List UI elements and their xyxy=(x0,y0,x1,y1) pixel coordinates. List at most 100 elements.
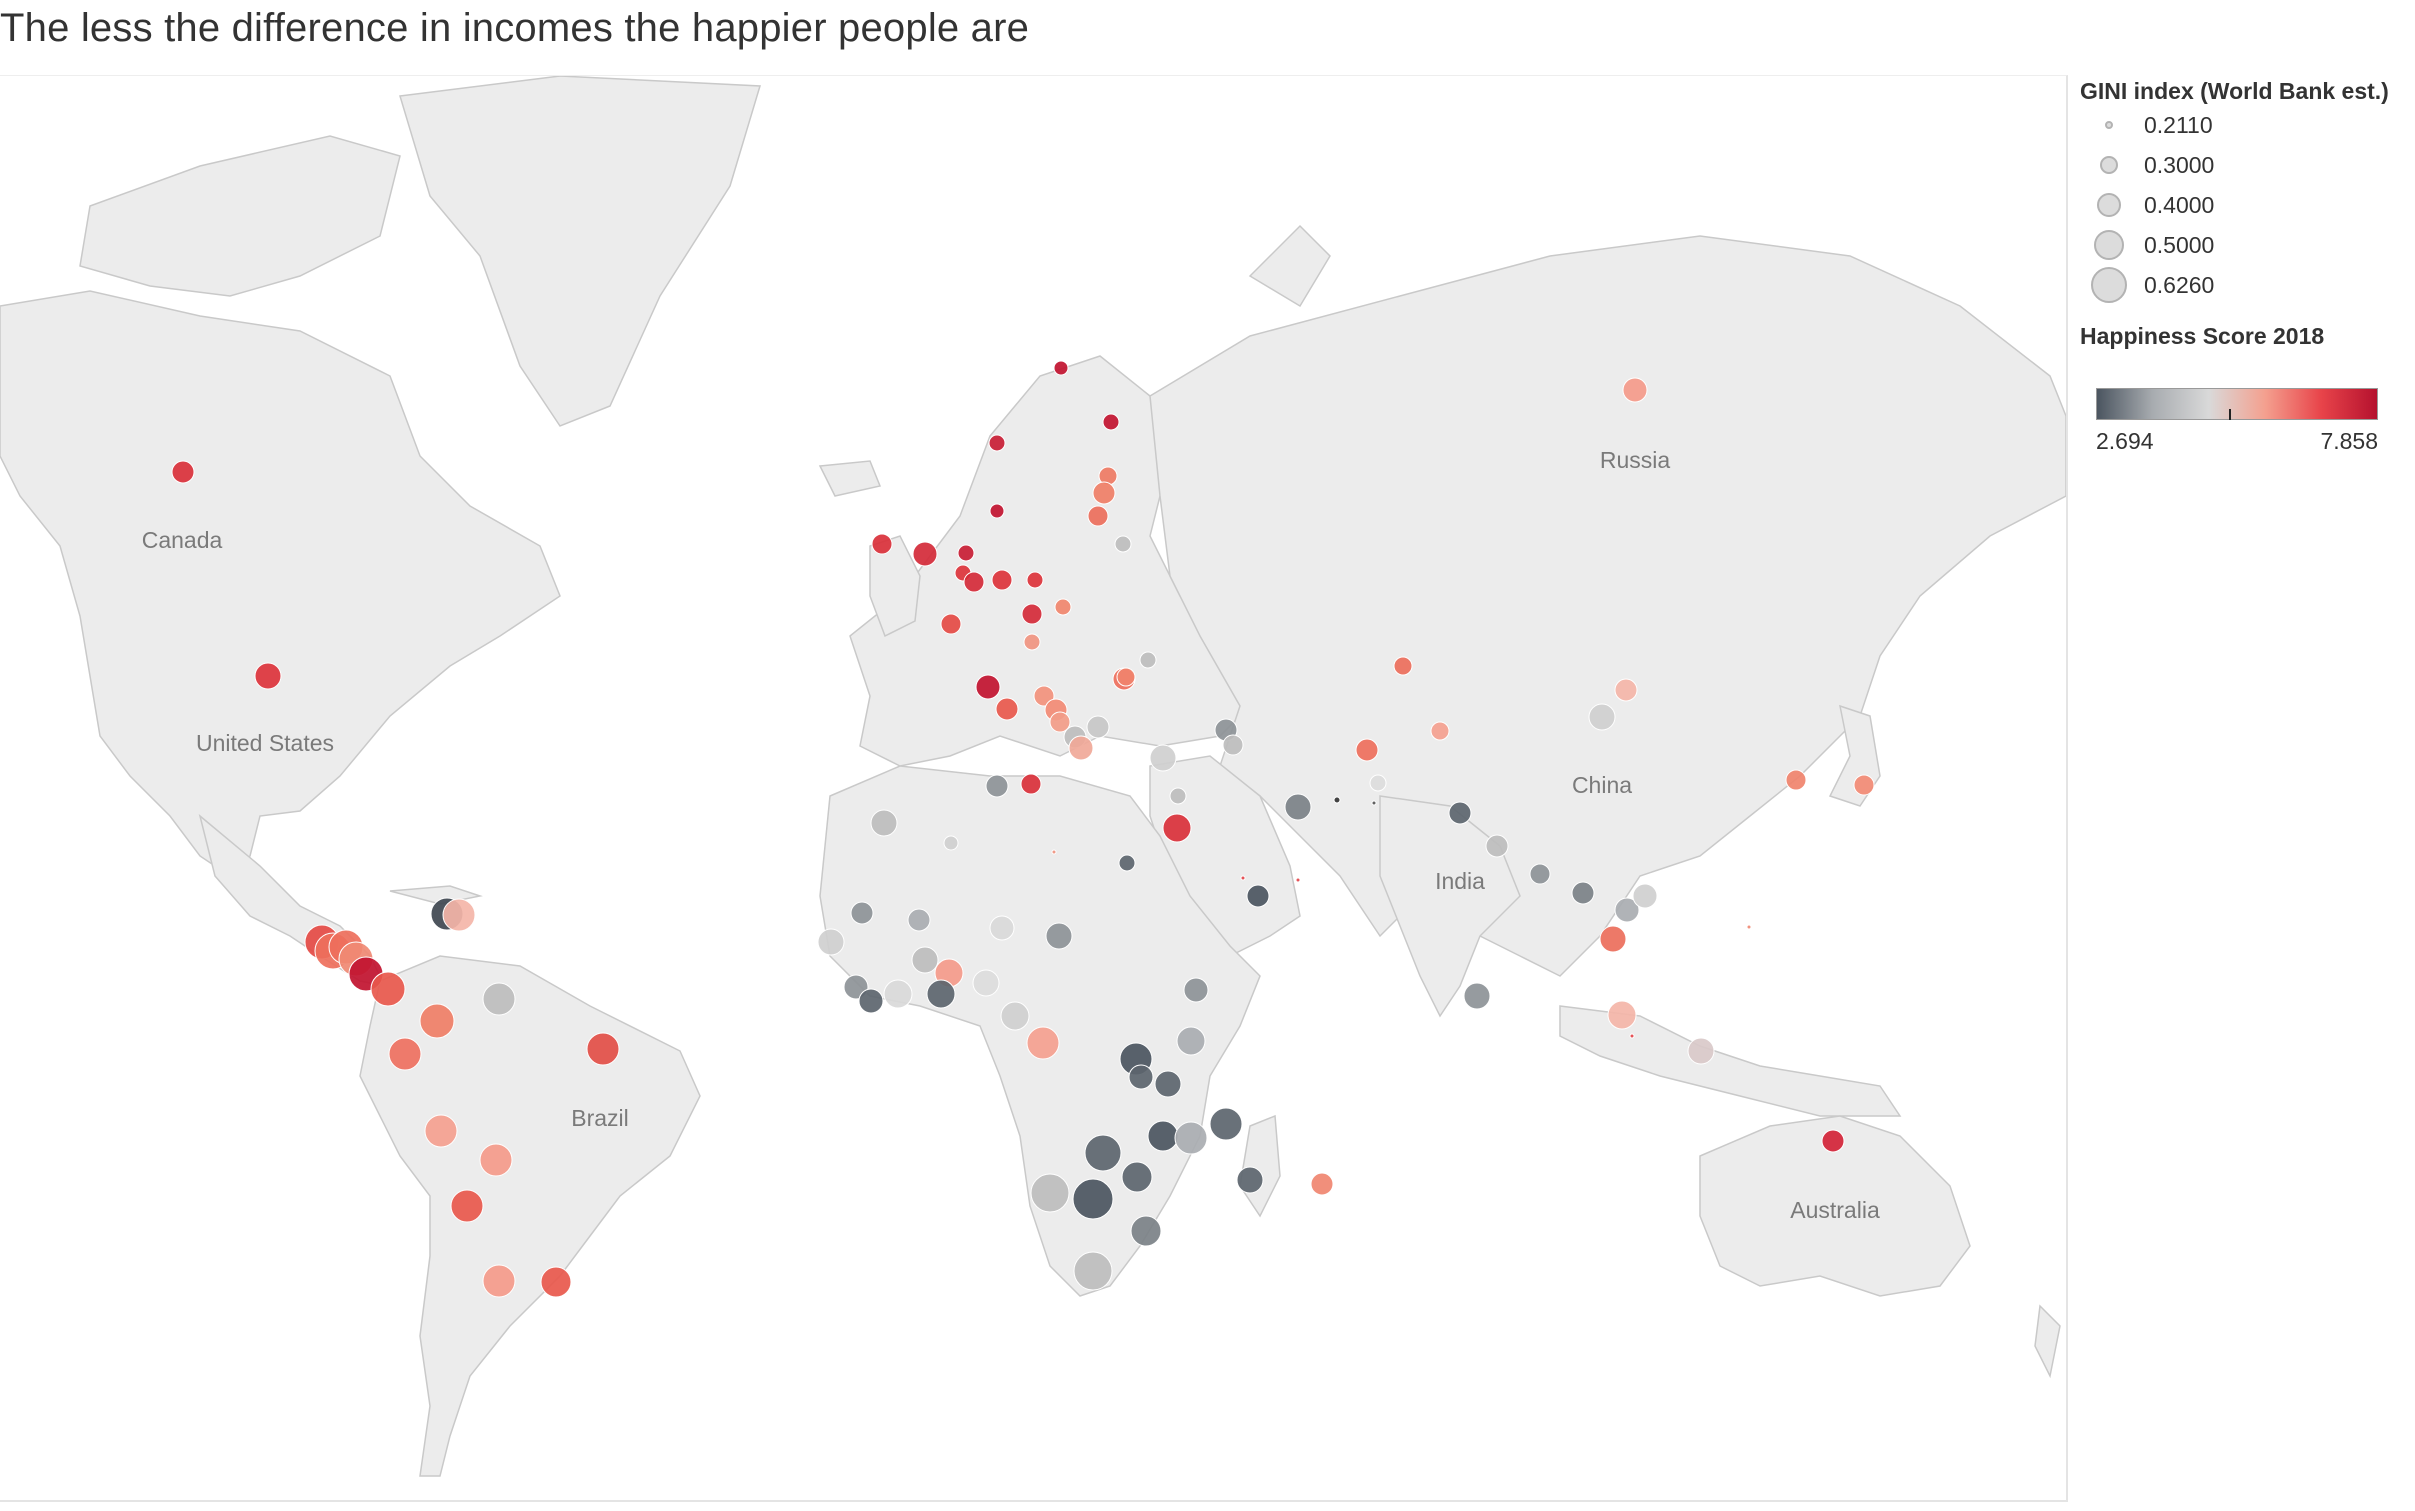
country-marker[interactable] xyxy=(1240,875,1246,881)
country-marker[interactable] xyxy=(871,533,893,555)
country-marker[interactable] xyxy=(1310,1172,1334,1196)
country-marker[interactable] xyxy=(1687,1037,1715,1065)
country-marker[interactable] xyxy=(1128,1064,1154,1090)
country-marker[interactable] xyxy=(1448,801,1472,825)
country-marker[interactable] xyxy=(1021,603,1043,625)
country-marker[interactable] xyxy=(419,1003,455,1039)
country-marker[interactable] xyxy=(1087,505,1109,527)
country-marker[interactable] xyxy=(1571,881,1595,905)
country-marker[interactable] xyxy=(479,1143,513,1177)
country-marker[interactable] xyxy=(1092,481,1116,505)
country-marker[interactable] xyxy=(1176,1026,1206,1056)
country-marker[interactable] xyxy=(1393,656,1413,676)
country-marker[interactable] xyxy=(1183,977,1209,1003)
country-marker[interactable] xyxy=(1068,735,1094,761)
country-marker[interactable] xyxy=(1588,703,1616,731)
country-marker[interactable] xyxy=(1622,377,1648,403)
country-marker[interactable] xyxy=(870,809,898,837)
country-marker[interactable] xyxy=(1284,793,1312,821)
country-marker[interactable] xyxy=(963,571,985,593)
country-marker[interactable] xyxy=(1485,834,1509,858)
country-marker[interactable] xyxy=(1072,1178,1114,1220)
country-marker[interactable] xyxy=(989,915,1015,941)
country-marker[interactable] xyxy=(1821,1129,1845,1153)
country-marker[interactable] xyxy=(850,901,874,925)
country-marker[interactable] xyxy=(254,662,282,690)
country-marker[interactable] xyxy=(1162,813,1192,843)
country-marker[interactable] xyxy=(912,541,938,567)
country-marker[interactable] xyxy=(926,979,956,1009)
country-marker[interactable] xyxy=(1073,1251,1113,1291)
country-marker[interactable] xyxy=(1086,715,1110,739)
country-marker[interactable] xyxy=(1629,1033,1635,1039)
country-marker[interactable] xyxy=(972,969,1000,997)
country-marker[interactable] xyxy=(1174,1121,1208,1155)
country-marker[interactable] xyxy=(586,1032,620,1066)
country-marker[interactable] xyxy=(1084,1134,1122,1172)
country-marker[interactable] xyxy=(988,434,1006,452)
country-marker[interactable] xyxy=(1026,571,1044,589)
country-marker[interactable] xyxy=(1463,982,1491,1010)
country-marker[interactable] xyxy=(1154,1070,1182,1098)
country-marker[interactable] xyxy=(1614,678,1638,702)
country-marker[interactable] xyxy=(991,569,1013,591)
country-marker[interactable] xyxy=(1147,1120,1179,1152)
country-marker[interactable] xyxy=(943,835,959,851)
country-marker[interactable] xyxy=(171,460,195,484)
country-marker[interactable] xyxy=(1222,734,1244,756)
country-marker[interactable] xyxy=(975,674,1001,700)
country-marker[interactable] xyxy=(817,928,845,956)
country-marker[interactable] xyxy=(1118,854,1136,872)
country-marker[interactable] xyxy=(1000,1001,1030,1031)
country-marker[interactable] xyxy=(1209,1107,1243,1141)
country-marker[interactable] xyxy=(1026,1026,1060,1060)
country-marker[interactable] xyxy=(1333,796,1341,804)
country-marker[interactable] xyxy=(1053,360,1069,376)
country-marker[interactable] xyxy=(1149,744,1177,772)
country-marker[interactable] xyxy=(1355,738,1379,762)
country-marker[interactable] xyxy=(1529,863,1551,885)
country-marker[interactable] xyxy=(1051,849,1057,855)
country-marker[interactable] xyxy=(1030,1173,1070,1213)
country-marker[interactable] xyxy=(858,988,884,1014)
country-marker[interactable] xyxy=(482,982,516,1016)
country-marker[interactable] xyxy=(1020,773,1042,795)
country-marker[interactable] xyxy=(1632,883,1658,909)
country-marker[interactable] xyxy=(1371,800,1377,806)
country-marker[interactable] xyxy=(1130,1215,1162,1247)
country-marker[interactable] xyxy=(1139,651,1157,669)
country-marker[interactable] xyxy=(450,1189,484,1223)
country-marker[interactable] xyxy=(1599,925,1627,953)
country-marker[interactable] xyxy=(957,544,975,562)
country-marker[interactable] xyxy=(989,503,1005,519)
country-marker[interactable] xyxy=(1023,633,1041,651)
country-marker[interactable] xyxy=(540,1266,572,1298)
country-marker[interactable] xyxy=(995,697,1019,721)
world-map[interactable]: Canada United States Brazil Russia China Indi… xyxy=(0,75,2068,1502)
country-marker[interactable] xyxy=(482,1264,516,1298)
country-marker[interactable] xyxy=(1114,535,1132,553)
country-marker[interactable] xyxy=(1853,774,1875,796)
country-marker[interactable] xyxy=(424,1114,458,1148)
country-marker[interactable] xyxy=(1116,667,1136,687)
country-marker[interactable] xyxy=(1169,787,1187,805)
country-marker[interactable] xyxy=(370,971,406,1007)
country-marker[interactable] xyxy=(1369,774,1387,792)
country-marker[interactable] xyxy=(1246,884,1270,908)
country-marker[interactable] xyxy=(1236,1166,1264,1194)
country-marker[interactable] xyxy=(1049,711,1071,733)
country-marker[interactable] xyxy=(911,946,939,974)
country-marker[interactable] xyxy=(1295,877,1301,883)
country-marker[interactable] xyxy=(1746,924,1752,930)
country-marker[interactable] xyxy=(940,613,962,635)
country-marker[interactable] xyxy=(1607,1000,1637,1030)
country-marker[interactable] xyxy=(1054,598,1072,616)
country-marker[interactable] xyxy=(1102,413,1120,431)
country-marker[interactable] xyxy=(442,898,476,932)
country-marker[interactable] xyxy=(1430,721,1450,741)
country-marker[interactable] xyxy=(1785,769,1807,791)
country-marker[interactable] xyxy=(1121,1161,1153,1193)
country-marker[interactable] xyxy=(883,979,913,1009)
country-marker[interactable] xyxy=(907,908,931,932)
country-marker[interactable] xyxy=(1614,897,1640,923)
